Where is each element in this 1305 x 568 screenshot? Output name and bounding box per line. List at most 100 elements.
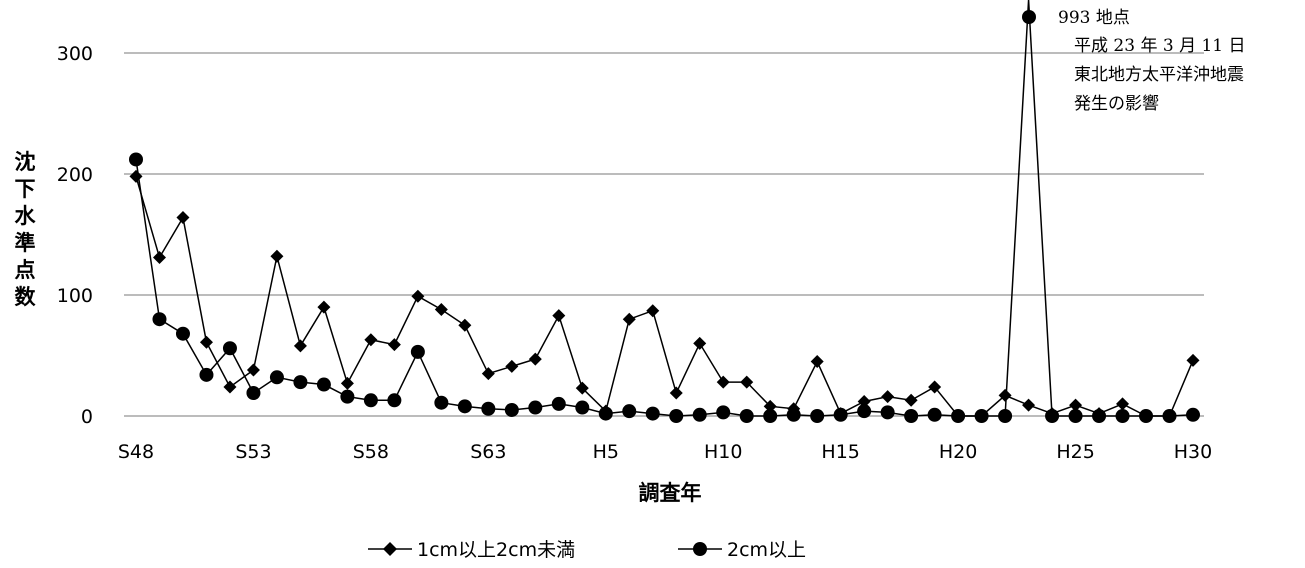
data-point-diamond: [1116, 397, 1130, 411]
y-axis-title-char: 準: [15, 231, 36, 255]
data-point-diamond: [669, 386, 683, 400]
data-point-diamond: [481, 367, 495, 381]
data-point-diamond: [340, 376, 354, 390]
data-point-circle: [269, 370, 284, 385]
data-point-diamond: [387, 338, 401, 352]
annotation: 993 地点 平成 23 年 3 月 11 日 東北地方太平洋沖地震 発生の影響: [1022, 8, 1246, 114]
data-point-circle: [810, 409, 825, 423]
data-point-diamond: [575, 381, 589, 395]
y-axis-title-char: 点: [15, 258, 36, 282]
annotation-marker: [1022, 10, 1036, 24]
data-point-circle: [528, 400, 543, 415]
data-point-circle: [763, 409, 778, 423]
data-point-circle: [246, 386, 261, 401]
data-point-circle: [1092, 409, 1107, 423]
data-point-diamond: [317, 300, 331, 314]
legend-item-series-1: 1cm以上2cm未満: [368, 539, 575, 561]
series-1: [129, 169, 1200, 423]
x-tick-label-H20: H20: [939, 441, 977, 463]
data-point-circle: [457, 399, 472, 414]
y-axis-title-char: 数: [15, 285, 37, 309]
data-point-diamond: [646, 304, 660, 318]
y-axis-title-char: 下: [15, 177, 36, 201]
y-tick-label-200: 200: [57, 164, 93, 186]
legend-label-series-1: 1cm以上2cm未満: [417, 539, 575, 561]
data-point-diamond: [199, 335, 213, 349]
data-point-diamond: [434, 303, 448, 317]
data-point-circle: [1139, 409, 1154, 423]
legend-diamond-marker: [383, 542, 397, 556]
data-point-circle: [199, 367, 214, 382]
data-point-diamond: [411, 289, 425, 303]
data-point-circle: [293, 375, 308, 390]
data-point-diamond: [693, 336, 707, 350]
data-point-circle: [152, 312, 167, 327]
x-tick-label-H10: H10: [704, 441, 742, 463]
x-tick-label-S63: S63: [470, 441, 506, 463]
y-tick-label-0: 0: [81, 406, 93, 428]
x-axis-ticks: S48 S53 S58 S63 H5 H10 H15 H20 H25 H30: [118, 441, 1212, 463]
data-point-diamond: [270, 249, 284, 263]
data-point-diamond: [1022, 398, 1036, 412]
data-point-diamond: [928, 380, 942, 394]
data-point-diamond: [998, 388, 1012, 402]
legend-item-series-2: 2cm以上: [678, 539, 806, 561]
annotation-label: 993 地点: [1058, 8, 1130, 28]
legend-label-series-2: 2cm以上: [727, 539, 806, 561]
data-point-diamond: [364, 333, 378, 347]
x-tick-label-S53: S53: [235, 441, 271, 463]
data-point-circle: [833, 407, 848, 422]
series-2: [129, 0, 1200, 423]
legend-circle-marker: [693, 542, 707, 556]
data-point-diamond: [293, 339, 307, 353]
data-point-diamond: [152, 250, 166, 264]
data-point-circle: [669, 409, 684, 423]
x-tick-label-H30: H30: [1174, 441, 1212, 463]
data-point-diamond: [857, 394, 871, 408]
data-point-circle: [598, 406, 613, 421]
data-point-circle: [551, 396, 566, 411]
data-point-circle: [387, 393, 402, 408]
data-point-diamond: [129, 169, 143, 183]
data-point-circle: [692, 407, 707, 422]
data-point-circle: [951, 409, 966, 423]
annotation-line-3: 発生の影響: [1074, 94, 1159, 114]
x-tick-label-H15: H15: [821, 441, 859, 463]
data-point-circle: [927, 407, 942, 422]
data-point-diamond: [176, 211, 190, 225]
data-point-diamond: [223, 380, 237, 394]
data-point-circle: [739, 409, 754, 423]
data-point-circle: [1115, 409, 1130, 423]
data-point-circle: [222, 341, 237, 356]
data-point-diamond: [881, 390, 895, 404]
data-point-diamond: [740, 375, 754, 389]
data-point-circle: [645, 406, 660, 421]
data-point-circle: [410, 344, 425, 359]
data-point-diamond: [505, 359, 519, 373]
x-tick-label-H25: H25: [1056, 441, 1094, 463]
y-tick-label-300: 300: [57, 43, 93, 65]
data-point-circle: [1068, 409, 1083, 423]
data-point-circle: [880, 405, 895, 420]
data-point-circle: [575, 400, 590, 415]
data-point-circle: [904, 409, 919, 423]
annotation-line-2: 東北地方太平洋沖地震: [1074, 65, 1244, 85]
data-point-diamond: [810, 355, 824, 369]
data-point-circle: [129, 152, 143, 167]
data-point-circle: [316, 377, 331, 392]
annotation-line-1: 平成 23 年 3 月 11 日: [1074, 36, 1246, 56]
x-tick-label-S58: S58: [353, 441, 389, 463]
data-point-diamond: [458, 318, 472, 332]
x-tick-label-H5: H5: [593, 441, 619, 463]
data-point-circle: [175, 326, 190, 341]
data-point-circle: [1186, 407, 1200, 422]
data-point-circle: [1162, 409, 1177, 423]
y-tick-label-100: 100: [57, 285, 93, 307]
x-tick-label-S48: S48: [118, 441, 154, 463]
data-point-diamond: [716, 375, 730, 389]
series-line-1: [135, 176, 1194, 417]
data-point-diamond: [1186, 353, 1200, 367]
data-point-circle: [857, 404, 872, 419]
data-point-circle: [504, 402, 519, 417]
